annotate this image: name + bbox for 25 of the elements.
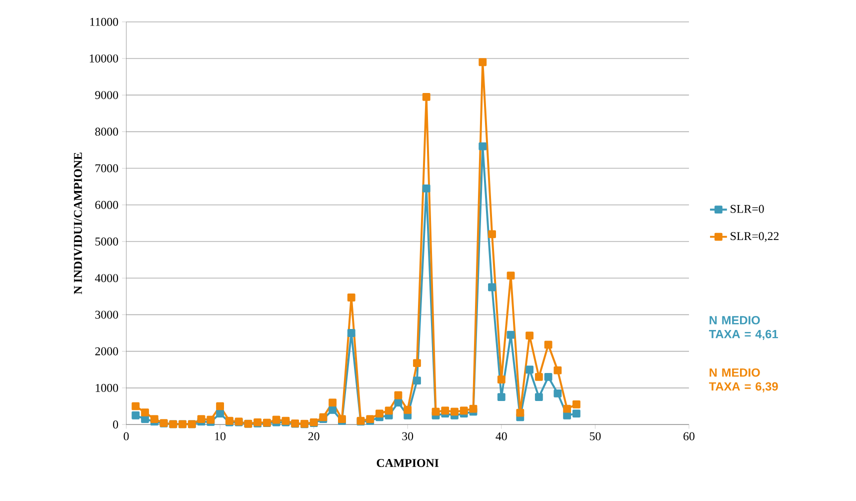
y-tick-label: 10000 [90,54,118,62]
x-tick-label: 40 [496,432,507,440]
y-tick-label: 0 [113,420,118,428]
text: N MEDIO TAXA = 4,61 [709,316,778,340]
x-tick-label: 10 [215,432,226,440]
y-tick-label: 7000 [96,164,118,172]
y-tick-label: 5000 [95,237,118,246]
x-tick-label: 20 [308,432,320,440]
y-tick-label: 2000 [95,347,118,356]
legend-label: SLR=0 [730,204,764,213]
x-tick-label: 60 [684,432,694,440]
y-tick-label: 4000 [94,274,118,282]
y-tick-label: 11000 [90,18,118,26]
x-axis-title: CAMPIONI [376,458,439,467]
y-tick-label: 3000 [95,310,118,319]
y-tick-label: 1000 [96,384,118,392]
x-tick-label: 50 [590,432,601,440]
x-tick-label: 0 [124,432,129,440]
legend-label: SLR=0,22 [730,232,779,242]
y-tick-label: 8000 [95,128,118,136]
x-tick-label: 30 [402,432,414,440]
text: N MEDIO TAXA = 6,39 [709,368,778,392]
y-tick-label: 9000 [95,91,118,100]
y-axis-title: N INDIVIDUI/CAMPIONE [74,152,82,294]
y-tick-label: 6000 [95,200,118,209]
